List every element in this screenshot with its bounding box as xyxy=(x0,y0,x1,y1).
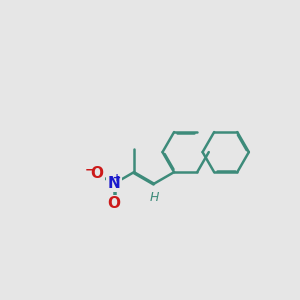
Text: H: H xyxy=(149,191,159,204)
Text: −: − xyxy=(85,163,95,176)
Text: N: N xyxy=(108,176,120,191)
Text: O: O xyxy=(90,167,104,182)
Text: +: + xyxy=(113,173,122,183)
Text: O: O xyxy=(107,196,121,211)
